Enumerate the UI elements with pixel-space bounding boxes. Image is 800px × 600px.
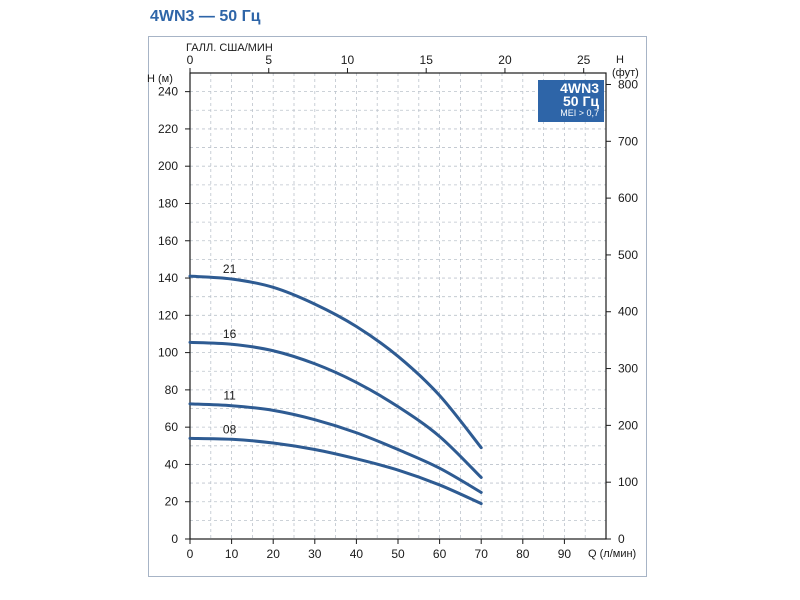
x2-tick-label: 5 (265, 53, 272, 67)
y2-tick-label: 200 (618, 418, 638, 432)
curve-16 (188, 340, 483, 479)
y-tick-label: 120 (158, 308, 178, 322)
x-tick-label: 20 (267, 547, 281, 561)
y2-tick-label: 700 (618, 134, 638, 148)
y-tick-label: 80 (165, 383, 179, 397)
x-tick-label: 90 (558, 547, 572, 561)
y2-tick-label: 400 (618, 305, 638, 319)
curve-label-08: 08 (223, 422, 237, 436)
x2-axis-label: ГАЛЛ. США/МИН (186, 42, 273, 54)
y-tick-label: 180 (158, 196, 178, 210)
y-tick-label: 20 (165, 495, 179, 509)
chart-frame (148, 36, 647, 577)
x2-tick-label: 10 (341, 53, 355, 67)
y-tick-label: 140 (158, 271, 178, 285)
x2-tick-label: 0 (187, 53, 194, 67)
model-badge: 4WN3 50 Гц MEI > 0,7 (538, 80, 604, 122)
y2-tick-label: 500 (618, 248, 638, 262)
curve-11 (188, 402, 483, 494)
x-axis-label: Q (л/мин) (588, 548, 636, 560)
y-tick-label: 0 (171, 532, 178, 546)
y-tick-label: 160 (158, 234, 178, 248)
y2-tick-label: 0 (618, 532, 625, 546)
x-tick-label: 80 (516, 547, 530, 561)
curve-label-21: 21 (223, 262, 237, 276)
curves: 21 16 11 08 (188, 262, 483, 506)
x2-tick-label: 25 (577, 53, 591, 67)
curve-label-16: 16 (223, 327, 237, 341)
x-tick-label: 60 (433, 547, 447, 561)
badge-model: 4WN3 (560, 80, 599, 96)
x-tick-label: 50 (391, 547, 405, 561)
x2-tick-label: 20 (498, 53, 512, 67)
y-tick-label: 220 (158, 122, 178, 136)
curve-08 (188, 436, 483, 506)
x-tick-label: 0 (187, 547, 194, 561)
curve-label-11: 11 (223, 389, 236, 403)
y2-tick-label: 800 (618, 77, 638, 91)
badge-mei: MEI > 0,7 (560, 108, 599, 118)
y-axis-label: H (м) (147, 73, 173, 85)
y2-tick-label: 100 (618, 475, 638, 489)
y2-axis-label-top: H (616, 54, 624, 66)
badge-frequency: 50 Гц (562, 93, 599, 109)
curve-21 (188, 274, 483, 450)
y-tick-label: 40 (165, 457, 179, 471)
y2-tick-label: 600 (618, 191, 638, 205)
y2-tick-label: 300 (618, 362, 638, 376)
y2-axis-label-bottom: (фут) (612, 67, 639, 79)
x2-tick-label: 15 (420, 53, 434, 67)
y-tick-label: 100 (158, 346, 178, 360)
x-tick-label: 40 (350, 547, 364, 561)
x-tick-label: 30 (308, 547, 322, 561)
page-title: 4WN3 — 50 Гц (150, 8, 261, 25)
y-tick-label: 200 (158, 159, 178, 173)
x-tick-label: 10 (225, 547, 239, 561)
axis-ticks: 0 10 20 30 40 50 60 70 80 90 0 5 10 15 20 25 0 20 40 60 80 10… (158, 53, 638, 561)
y-tick-label: 240 (158, 85, 178, 99)
x-tick-label: 70 (475, 547, 489, 561)
y-tick-label: 60 (165, 420, 179, 434)
